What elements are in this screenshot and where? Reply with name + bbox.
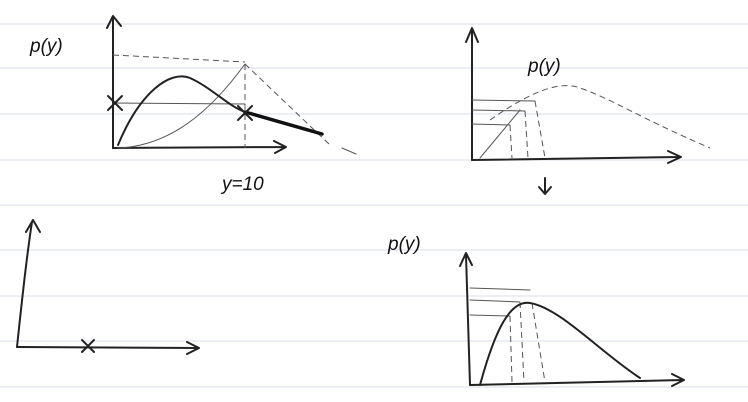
sketch-top-left: p(y) y=10 <box>29 15 357 195</box>
curve-label: p(y) <box>527 56 561 77</box>
ruled-lines <box>0 23 748 388</box>
sketch-bottom-left <box>16 219 200 355</box>
sketch-bottom-right: p(y) <box>387 234 685 387</box>
marker-label: y=10 <box>220 174 264 195</box>
axis-label: p(y) <box>29 36 63 57</box>
axis-label: p(y) <box>387 234 421 255</box>
sketch-top-right: p(y) <box>465 27 711 195</box>
